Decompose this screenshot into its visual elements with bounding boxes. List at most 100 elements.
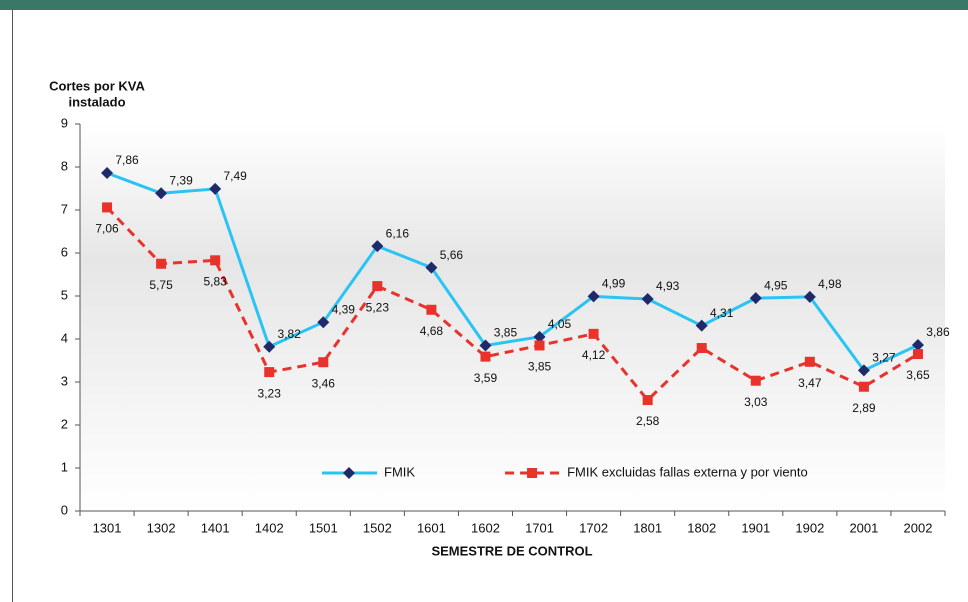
marker: [533, 330, 546, 343]
data-label: 2,58: [636, 414, 660, 428]
x-tick-label: 2002: [904, 520, 933, 535]
marker: [372, 281, 383, 292]
data-label: 3,46: [312, 376, 336, 390]
x-tick-label: 1901: [741, 520, 770, 535]
data-label: 4,98: [818, 277, 842, 291]
data-label: 3,59: [474, 371, 498, 385]
data-label: 7,49: [223, 169, 247, 183]
legend-marker: [343, 467, 355, 479]
legend-label: FMIK excluidas fallas externa y por vien…: [567, 464, 808, 479]
data-label: 3,03: [744, 395, 768, 409]
marker: [101, 167, 114, 180]
data-label: 7,06: [95, 222, 119, 236]
data-label: 3,86: [926, 325, 950, 339]
marker: [425, 261, 438, 274]
y-tick-label: 5: [61, 287, 68, 302]
data-label: 5,83: [203, 274, 227, 288]
x-tick-label: 1902: [795, 520, 824, 535]
x-tick-label: 1501: [309, 520, 338, 535]
data-label: 3,23: [258, 386, 282, 400]
y-axis-title: instalado: [68, 94, 125, 109]
marker: [750, 375, 761, 386]
marker: [209, 182, 222, 195]
data-label: 4,95: [764, 278, 788, 292]
x-tick-label: 1801: [633, 520, 662, 535]
data-label: 3,85: [494, 326, 518, 340]
marker: [696, 343, 707, 354]
y-axis-title: Cortes por KVA: [49, 78, 145, 93]
data-label: 5,66: [440, 248, 464, 262]
marker: [318, 357, 329, 368]
y-tick-label: 1: [61, 459, 68, 474]
marker: [263, 340, 276, 353]
marker: [264, 367, 275, 378]
x-tick-label: 1302: [147, 520, 176, 535]
data-label: 3,82: [278, 327, 302, 341]
y-tick-label: 0: [61, 502, 68, 517]
data-label: 7,86: [115, 153, 139, 167]
marker: [695, 319, 708, 332]
marker: [426, 304, 437, 315]
x-tick-label: 1401: [201, 520, 230, 535]
marker: [858, 381, 869, 392]
x-tick-label: 1502: [363, 520, 392, 535]
x-tick-label: 1601: [417, 520, 446, 535]
x-tick-label: 2001: [849, 520, 878, 535]
y-tick-label: 4: [61, 330, 68, 345]
marker: [102, 202, 113, 213]
x-tick-label: 1402: [255, 520, 284, 535]
data-label: 4,05: [548, 317, 572, 331]
data-label: 4,39: [332, 302, 356, 316]
data-label: 5,75: [149, 278, 173, 292]
marker: [587, 290, 600, 303]
legend-marker: [527, 468, 538, 478]
marker: [642, 395, 653, 406]
marker: [912, 349, 923, 360]
data-label: 3,65: [906, 368, 930, 382]
marker: [641, 293, 654, 306]
legend-label: FMIK: [384, 464, 415, 479]
series-line: [106, 171, 919, 373]
marker: [317, 316, 330, 329]
x-axis-title: SEMESTRE DE CONTROL: [431, 543, 592, 558]
data-label: 4,93: [656, 279, 680, 293]
x-tick-label: 1301: [93, 520, 122, 535]
data-label: 6,16: [386, 226, 410, 240]
marker: [480, 351, 491, 362]
header-bar: [0, 0, 968, 10]
data-label: 4,31: [710, 306, 734, 320]
y-tick-label: 2: [61, 416, 68, 431]
y-tick-label: 8: [61, 158, 68, 173]
data-label: 4,99: [602, 277, 626, 291]
y-tick-label: 6: [61, 244, 68, 259]
marker: [804, 356, 815, 367]
marker: [210, 255, 221, 266]
marker: [479, 339, 492, 352]
marker: [155, 187, 168, 200]
x-tick-label: 1602: [471, 520, 500, 535]
marker: [371, 240, 384, 253]
plot-background: [80, 124, 945, 511]
data-label: 2,89: [852, 401, 876, 415]
data-label: 4,12: [582, 348, 606, 362]
y-tick-label: 3: [61, 373, 68, 388]
data-label: 3,27: [872, 351, 896, 365]
x-tick-label: 1702: [579, 520, 608, 535]
x-tick-label: 1701: [525, 520, 554, 535]
series-line: [105, 206, 919, 403]
data-label: 4,68: [420, 324, 444, 338]
marker: [588, 328, 599, 339]
marker: [534, 340, 545, 351]
marker: [911, 339, 924, 352]
marker: [803, 290, 816, 303]
data-label: 7,39: [169, 173, 193, 187]
y-tick-label: 9: [61, 115, 68, 130]
y-tick-label: 7: [61, 201, 68, 216]
x-tick-label: 1802: [687, 520, 716, 535]
marker: [156, 258, 167, 269]
marker: [857, 364, 870, 377]
data-label: 3,85: [528, 360, 552, 374]
data-label: 3,47: [798, 376, 822, 390]
data-label: 5,23: [366, 300, 390, 314]
